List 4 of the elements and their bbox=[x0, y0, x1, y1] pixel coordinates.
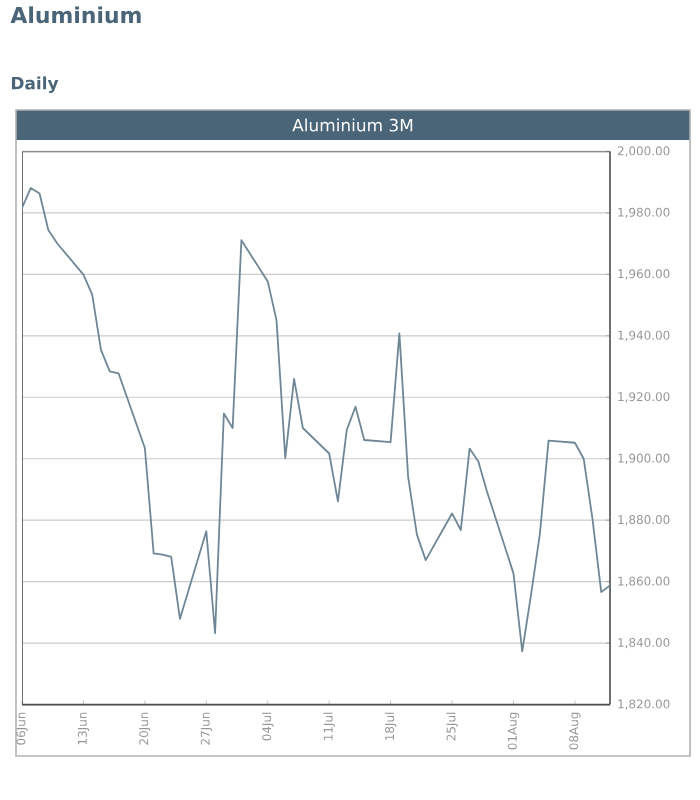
line-series bbox=[22, 187, 610, 653]
chart-subtitle: Daily bbox=[11, 76, 59, 93]
text: Aluminium 3M bbox=[292, 118, 413, 132]
chart-title: Aluminium bbox=[10, 6, 141, 24]
